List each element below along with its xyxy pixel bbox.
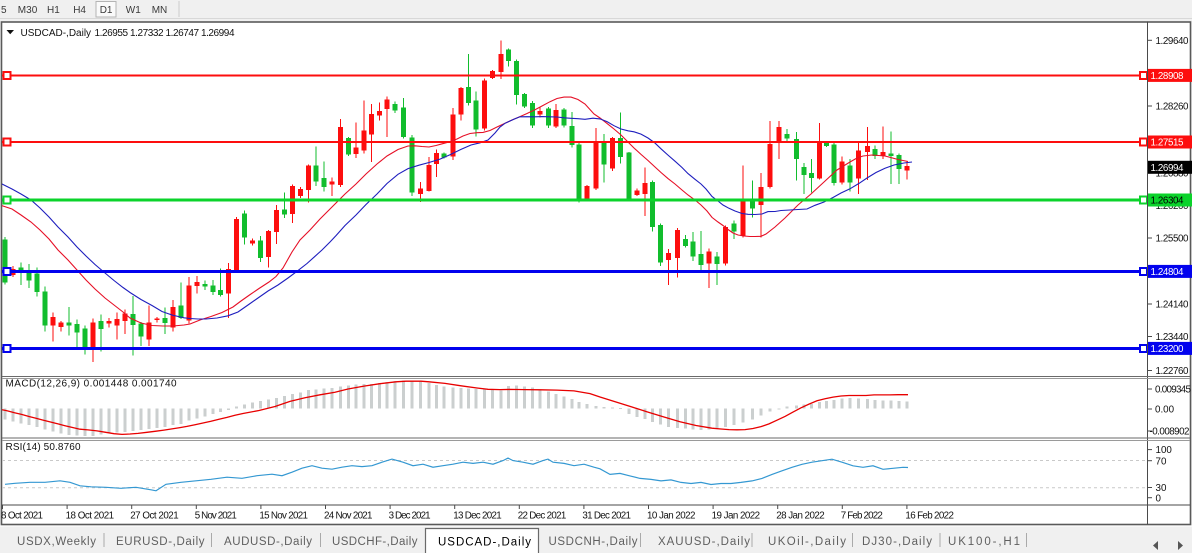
svg-text:31 Dec 2021: 31 Dec 2021	[582, 511, 631, 522]
svg-text:M30: M30	[18, 5, 38, 16]
svg-text:USDX,Weekly: USDX,Weekly	[17, 536, 96, 548]
svg-text:AUDUSD-,Daily: AUDUSD-,Daily	[224, 536, 312, 548]
svg-text:USDCNH-,Daily: USDCNH-,Daily	[549, 536, 638, 548]
svg-text:-0.008902: -0.008902	[1150, 427, 1190, 438]
svg-text:1.24140: 1.24140	[1156, 300, 1190, 311]
svg-text:10 Jan 2022: 10 Jan 2022	[647, 511, 696, 522]
svg-text:27 Oct 2021: 27 Oct 2021	[130, 511, 179, 522]
svg-text:W1: W1	[126, 5, 141, 16]
svg-text:1.23440: 1.23440	[1156, 332, 1190, 343]
svg-text:5: 5	[1, 5, 7, 16]
svg-text:UKOil-,Daily: UKOil-,Daily	[768, 536, 846, 548]
svg-text:1.26955 1.27332 1.26747 1.2699: 1.26955 1.27332 1.26747 1.26994	[95, 28, 235, 39]
svg-text:1.26994: 1.26994	[1151, 163, 1185, 174]
svg-text:MACD(12,26,9) 0.001448 0.00174: MACD(12,26,9) 0.001448 0.001740	[6, 379, 177, 390]
svg-text:28 Jan 2022: 28 Jan 2022	[776, 511, 825, 522]
svg-text:100: 100	[1156, 445, 1173, 456]
svg-text:24 Nov 2021: 24 Nov 2021	[324, 511, 373, 522]
svg-text:RSI(14) 50.8760: RSI(14) 50.8760	[6, 442, 81, 453]
svg-text:1.28260: 1.28260	[1156, 102, 1190, 113]
svg-text:5 Nov 2021: 5 Nov 2021	[195, 511, 237, 522]
svg-text:18 Oct 2021: 18 Oct 2021	[66, 511, 115, 522]
svg-text:1.23200: 1.23200	[1151, 344, 1185, 355]
svg-text:D1: D1	[100, 5, 113, 16]
svg-text:1.28908: 1.28908	[1151, 71, 1185, 82]
svg-text:UK100-,H1: UK100-,H1	[948, 536, 1020, 548]
svg-text:22 Dec 2021: 22 Dec 2021	[518, 511, 567, 522]
svg-text:0.009345: 0.009345	[1155, 385, 1192, 396]
svg-text:USDCAD-,Daily: USDCAD-,Daily	[438, 537, 531, 549]
svg-text:DJ30-,Daily: DJ30-,Daily	[862, 536, 932, 548]
svg-text:H1: H1	[47, 5, 60, 16]
svg-text:19 Jan 2022: 19 Jan 2022	[712, 511, 761, 522]
svg-text:70: 70	[1156, 456, 1167, 467]
svg-text:EURUSD-,Daily: EURUSD-,Daily	[116, 536, 205, 548]
svg-text:15 Nov 2021: 15 Nov 2021	[259, 511, 308, 522]
svg-text:MN: MN	[152, 5, 168, 16]
svg-text:30: 30	[1156, 483, 1167, 494]
svg-text:XAUUSD-,Daily: XAUUSD-,Daily	[658, 536, 750, 548]
svg-text:16 Feb 2022: 16 Feb 2022	[905, 511, 954, 522]
svg-text:8 Oct 2021: 8 Oct 2021	[1, 511, 43, 522]
svg-text:13 Dec 2021: 13 Dec 2021	[453, 511, 502, 522]
svg-text:USDCAD-,Daily: USDCAD-,Daily	[21, 28, 92, 39]
svg-text:0: 0	[1156, 493, 1162, 504]
svg-text:1.27515: 1.27515	[1151, 138, 1185, 149]
svg-text:3 Dec 2021: 3 Dec 2021	[389, 511, 431, 522]
svg-text:1.29640: 1.29640	[1156, 36, 1190, 47]
svg-text:H4: H4	[73, 5, 86, 16]
svg-text:USDCHF-,Daily: USDCHF-,Daily	[332, 536, 418, 548]
svg-text:1.22760: 1.22760	[1156, 366, 1190, 377]
svg-text:0.00: 0.00	[1155, 405, 1175, 416]
svg-text:1.24804: 1.24804	[1151, 267, 1185, 278]
svg-text:7 Feb 2022: 7 Feb 2022	[841, 511, 883, 522]
svg-text:1.26304: 1.26304	[1151, 196, 1185, 207]
svg-text:1.25500: 1.25500	[1156, 234, 1190, 245]
